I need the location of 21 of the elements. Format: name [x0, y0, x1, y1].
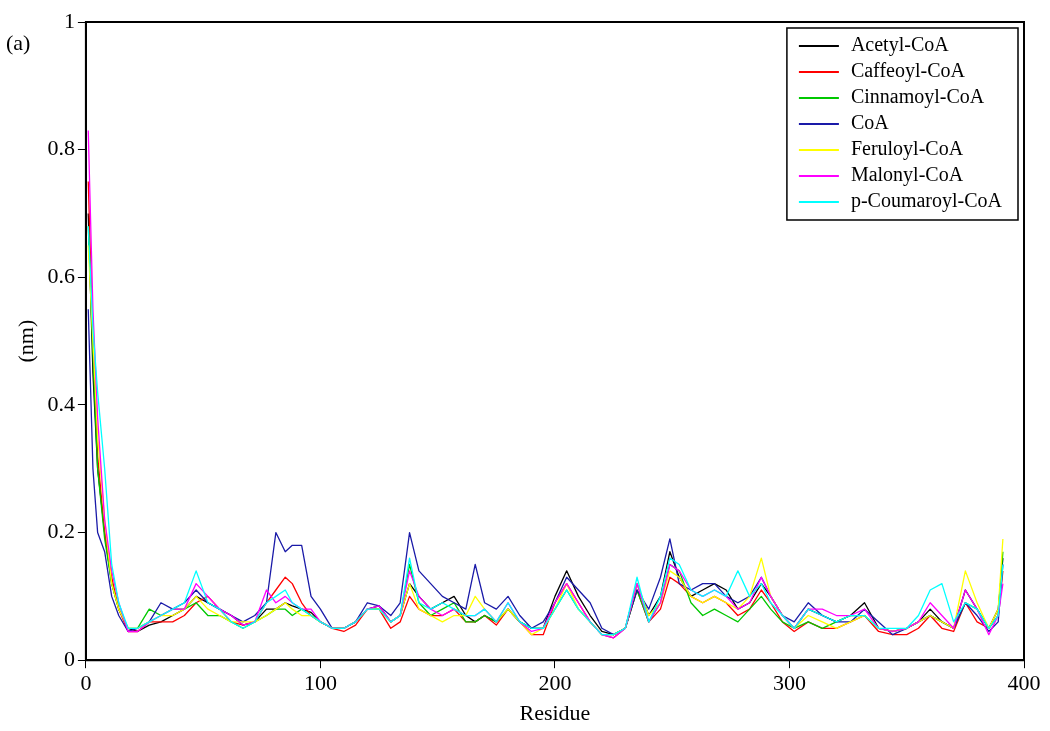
legend-label: p-Coumaroyl-CoA — [850, 189, 1003, 213]
legend-label: Caffeoyl-CoA — [850, 59, 966, 83]
y-tick-label: 1 — [63, 7, 75, 33]
x-tick-label: 200 — [538, 670, 572, 696]
legend-label: Malonyl-CoA — [850, 163, 964, 187]
legend-label: Feruloyl-CoA — [850, 137, 964, 161]
legend-label: CoA — [850, 111, 890, 134]
x-axis-title: Residue — [519, 699, 591, 725]
x-tick-label: 100 — [303, 670, 337, 696]
legend-label: Acetyl-CoA — [850, 33, 950, 57]
y-axis-title: (nm) — [12, 319, 38, 363]
y-tick-label: 0.6 — [47, 263, 75, 289]
y-tick-label: 0 — [63, 645, 75, 671]
y-tick-label: 0.4 — [47, 390, 75, 416]
x-tick-label: 400 — [1007, 670, 1041, 696]
legend-label: Cinnamoyl-CoA — [850, 85, 985, 109]
y-tick-label: 0.2 — [47, 518, 75, 544]
y-tick-label: 0.8 — [47, 135, 75, 161]
text: (a) — [6, 30, 31, 56]
x-tick-label: 0 — [80, 670, 92, 696]
x-tick-label: 300 — [772, 670, 806, 696]
